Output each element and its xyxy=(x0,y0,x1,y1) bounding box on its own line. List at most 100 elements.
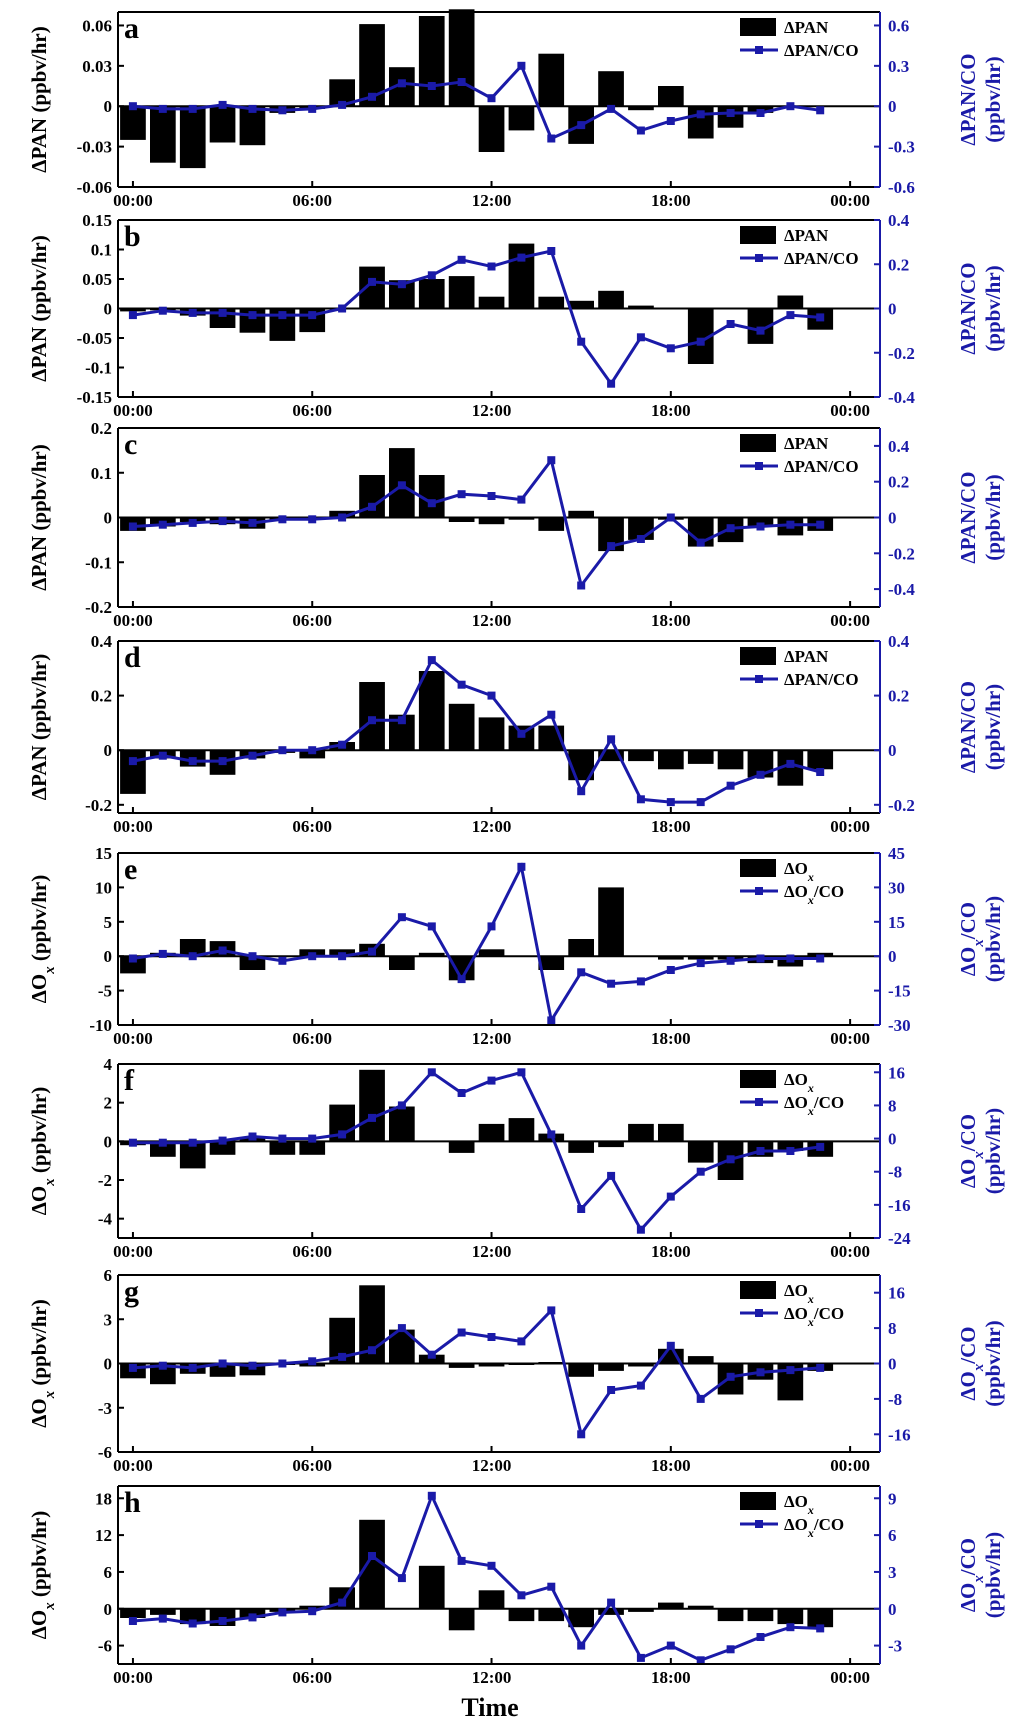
ratio-point-f-15 xyxy=(577,1205,586,1213)
right-tick-label: -8 xyxy=(888,1163,902,1182)
ratio-point-d-18 xyxy=(666,798,675,807)
ratio-point-d-19 xyxy=(696,798,705,807)
ratio-point-f-4 xyxy=(248,1132,257,1141)
left-tick-label: 4 xyxy=(104,1055,113,1074)
bar-h-10 xyxy=(418,1565,445,1609)
bar-a-12 xyxy=(478,106,505,152)
x-tick-label: 00:00 xyxy=(830,1456,870,1475)
right-tick-label: 0.2 xyxy=(888,255,909,274)
bar-d-20 xyxy=(717,750,744,770)
bar-h-23 xyxy=(807,1608,834,1628)
bar-d-10 xyxy=(418,671,445,751)
ratio-point-d-2 xyxy=(188,757,197,766)
x-tick-label: 00:00 xyxy=(830,1668,870,1687)
left-tick-label: 0.4 xyxy=(91,632,113,651)
ratio-point-d-4 xyxy=(248,751,257,760)
bar-b-0 xyxy=(120,308,146,312)
bar-f-5 xyxy=(269,1141,296,1155)
legend-bar-label: ΔPAN xyxy=(784,226,829,245)
ratio-point-a-9 xyxy=(397,79,406,88)
ratio-point-e-18 xyxy=(666,966,675,974)
bar-d-8 xyxy=(359,682,385,751)
x-tick-label: 06:00 xyxy=(292,1456,332,1475)
bar-c-21 xyxy=(747,517,774,527)
legend-line-label: ΔOx/CO xyxy=(784,882,844,907)
panel-letter: g xyxy=(124,1275,139,1308)
ratio-point-b-19 xyxy=(696,337,705,346)
right-tick-label: 9 xyxy=(888,1489,897,1508)
bar-g-1 xyxy=(150,1363,176,1385)
right-tick-label: 0 xyxy=(888,1355,897,1374)
legend-bar-label: ΔPAN xyxy=(784,434,829,453)
x-tick-label: 00:00 xyxy=(830,817,870,836)
bar-h-22 xyxy=(777,1608,804,1625)
panel-letter: d xyxy=(124,641,141,674)
ratio-point-f-18 xyxy=(666,1192,675,1201)
x-tick-label: 12:00 xyxy=(472,1668,512,1687)
ratio-point-c-17 xyxy=(636,535,645,543)
ratio-point-a-2 xyxy=(188,104,197,113)
bar-c-15 xyxy=(568,510,594,518)
bar-f-3 xyxy=(209,1141,236,1155)
ratio-point-h-8 xyxy=(368,1552,376,1560)
ratio-point-a-10 xyxy=(427,82,436,90)
ratio-point-c-15 xyxy=(577,581,586,590)
left-axis-title: ΔPAN (ppbv/hr) xyxy=(27,654,51,800)
left-tick-label: 0 xyxy=(104,300,113,319)
ratio-point-g-4 xyxy=(248,1361,257,1370)
right-tick-label: 8 xyxy=(888,1319,897,1338)
right-axis-unit: (ppbv/hr) xyxy=(981,1108,1005,1194)
ratio-point-h-18 xyxy=(666,1641,675,1650)
ratio-point-f-12 xyxy=(487,1076,496,1085)
ratio-point-e-21 xyxy=(756,954,765,963)
ratio-point-d-0 xyxy=(128,757,137,766)
legend-line-label: ΔPAN/CO xyxy=(784,457,859,476)
left-tick-label: 5 xyxy=(104,913,113,932)
right-tick-label: 0.2 xyxy=(888,473,909,492)
ratio-point-h-21 xyxy=(756,1633,765,1641)
bar-h-12 xyxy=(478,1590,505,1609)
ratio-point-b-21 xyxy=(756,326,765,335)
ratio-point-e-3 xyxy=(218,946,227,955)
left-tick-label: 2 xyxy=(104,1094,113,1113)
ratio-point-g-23 xyxy=(816,1363,825,1372)
right-tick-label: -8 xyxy=(888,1390,902,1409)
ratio-point-f-16 xyxy=(607,1171,616,1180)
ratio-point-c-2 xyxy=(188,518,197,527)
left-tick-label: 10 xyxy=(95,878,112,897)
right-tick-label: -0.4 xyxy=(888,388,915,407)
left-tick-label: 6 xyxy=(104,1563,113,1582)
ratio-point-h-14 xyxy=(547,1582,556,1591)
ratio-point-e-6 xyxy=(308,952,317,961)
right-axis-title: ΔPAN/CO xyxy=(956,471,980,563)
ratio-point-e-9 xyxy=(397,913,406,922)
ratio-point-d-1 xyxy=(158,751,167,760)
right-tick-label: 0.4 xyxy=(888,437,910,456)
x-tick-label: 06:00 xyxy=(292,1668,332,1687)
ratio-line-b xyxy=(132,249,821,387)
ratio-point-a-1 xyxy=(158,104,167,113)
legend-line-label: ΔPAN/CO xyxy=(784,41,859,60)
x-tick-label: 12:00 xyxy=(472,611,512,630)
ratio-point-b-4 xyxy=(248,311,257,320)
bar-a-18 xyxy=(658,86,684,107)
ratio-point-c-0 xyxy=(128,522,137,531)
ratio-point-f-3 xyxy=(218,1136,227,1145)
ratio-point-h-15 xyxy=(577,1641,586,1650)
ratio-point-b-18 xyxy=(666,344,675,353)
bar-h-19 xyxy=(687,1605,714,1609)
bar-a-16 xyxy=(598,71,624,107)
ratio-point-a-3 xyxy=(218,100,227,109)
bar-h-21 xyxy=(747,1608,774,1622)
ratio-point-f-6 xyxy=(308,1134,317,1143)
legend-bar-swatch xyxy=(740,647,776,665)
bar-d-11 xyxy=(448,703,475,751)
left-tick-label: 0 xyxy=(104,947,113,966)
bar-g-19 xyxy=(687,1356,714,1364)
ratio-point-a-18 xyxy=(666,117,675,125)
ratio-point-f-17 xyxy=(636,1225,645,1234)
right-tick-label: 45 xyxy=(888,844,905,863)
right-axis-unit: (ppbv/hr) xyxy=(981,56,1005,142)
left-tick-label: 0.2 xyxy=(91,419,112,438)
ratio-line-c xyxy=(132,456,821,589)
